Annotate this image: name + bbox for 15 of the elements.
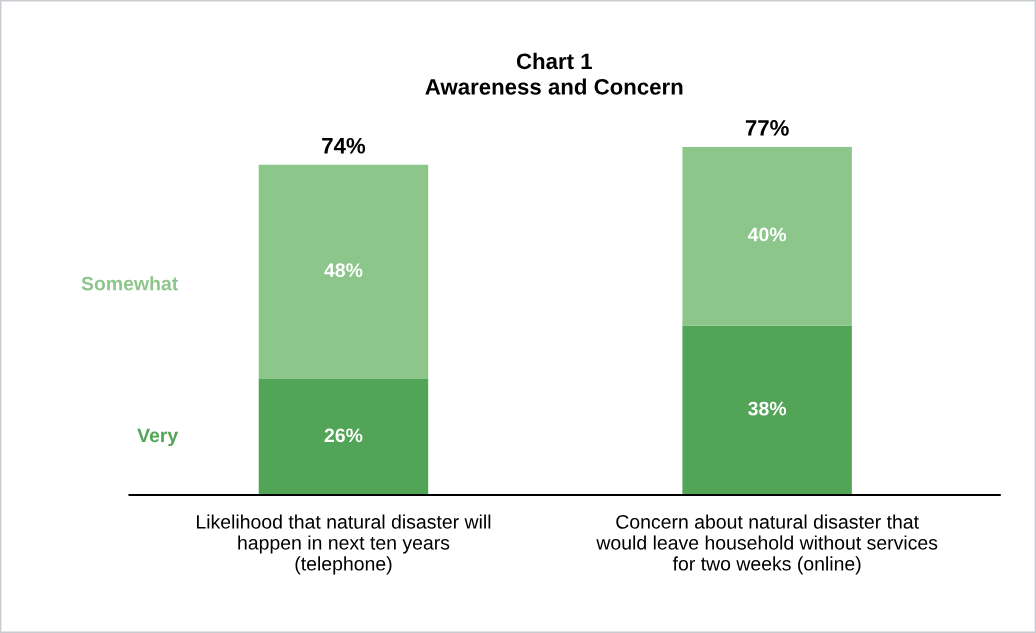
total-label: 77% <box>745 120 789 136</box>
bar <box>258 164 429 379</box>
text: Very <box>137 428 179 447</box>
x-tick-label: Concern about natural disaster that would leave household without services for two weeks (online) <box>596 514 938 575</box>
bar <box>258 378 429 496</box>
data-label: 48% <box>324 263 363 278</box>
chart-title: Chart 1 Awareness and Concern <box>425 52 683 95</box>
data-label: 40% <box>747 227 787 242</box>
data-label: 38% <box>748 401 787 416</box>
bar <box>682 146 852 326</box>
text: Somewhat <box>81 276 178 291</box>
bar <box>682 325 852 496</box>
x-tick-label: Likelihood that natural disaster will happen in next ten years (telephone) <box>196 514 491 575</box>
total-label: 74% <box>322 137 366 154</box>
data-label: 26% <box>324 428 363 443</box>
